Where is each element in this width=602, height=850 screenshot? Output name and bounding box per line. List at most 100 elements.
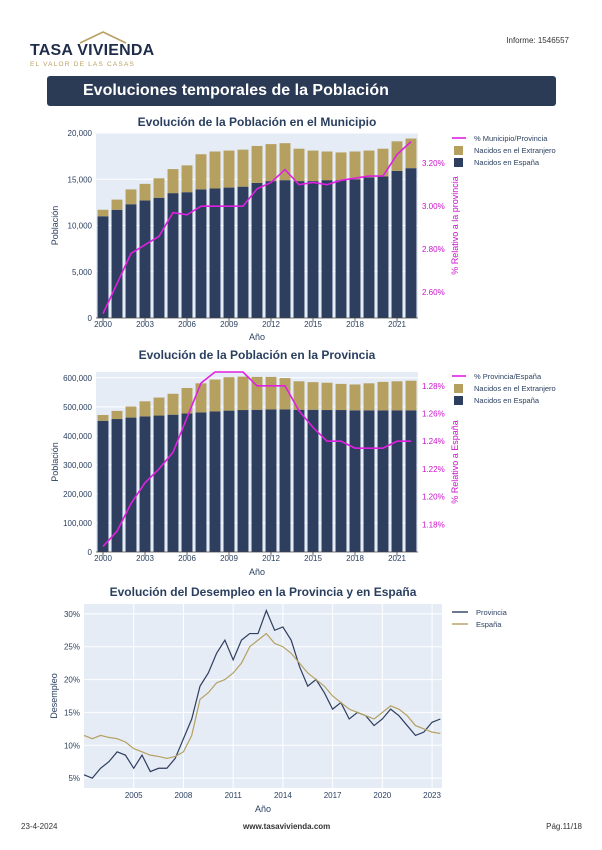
- chart2-bar-foreign: [377, 381, 389, 411]
- chart2-bar-foreign: [125, 406, 137, 418]
- chart3-ytick-label: 5%: [68, 774, 80, 783]
- footer-page-number: Pág.11/18: [546, 822, 582, 831]
- chart1-bar-foreign: [349, 151, 361, 180]
- chart2-ytick-label: 400,000: [63, 432, 92, 441]
- chart2-bar-spain: [111, 419, 123, 552]
- chart1-bar-foreign: [195, 154, 207, 190]
- chart3-xtick-label: 2005: [125, 791, 143, 800]
- chart2-bar-foreign: [209, 379, 221, 412]
- chart2-legend-foreign: Nacidos en el Extranjero: [474, 384, 556, 393]
- chart2-bar-spain: [363, 410, 375, 552]
- chart2-bar-foreign: [139, 401, 151, 417]
- chart1-y2tick-label: 3.00%: [422, 202, 445, 211]
- chart2-ylabel: Población: [50, 442, 60, 482]
- chart3-legend-espana: España: [476, 620, 502, 629]
- chart1-ytick-label: 0: [88, 314, 93, 323]
- chart2-bar-spain: [139, 416, 151, 552]
- chart2-bar-spain: [391, 410, 403, 552]
- chart2-bar-foreign: [349, 384, 361, 411]
- chart2-xtick-label: 2006: [178, 554, 196, 563]
- chart1-bar-spain: [97, 216, 109, 318]
- chart2-ytick-label: 0: [88, 548, 93, 557]
- chart2-bar-foreign: [391, 381, 403, 411]
- chart2-y2tick-label: 1.18%: [422, 520, 445, 529]
- footer-website[interactable]: www.tasavivienda.com: [243, 822, 331, 831]
- chart1-ytick-label: 10,000: [68, 222, 93, 231]
- chart3-line-espana: [83, 632, 441, 760]
- chart1-xtick-label: 2021: [388, 320, 406, 329]
- chart1-xtick-label: 2006: [178, 320, 196, 329]
- chart1-bar-foreign: [321, 151, 333, 181]
- chart2-bar-foreign: [181, 387, 193, 414]
- chart1-xtick-label: 2015: [304, 320, 322, 329]
- chart2-bar-foreign: [167, 393, 179, 415]
- chart1-bar-foreign: [265, 144, 277, 182]
- chart2-bar-spain: [279, 409, 291, 552]
- chart2-xtick-label: 2003: [136, 554, 154, 563]
- chart2-bar-spain: [405, 410, 417, 552]
- chart1-bar-spain: [363, 177, 375, 318]
- chart1-bar-foreign: [223, 150, 235, 188]
- chart2-y2label: % Relativo a España: [450, 420, 460, 504]
- section-banner: Evoluciones temporales de la Población: [47, 76, 556, 106]
- chart2-ytick-label: 500,000: [63, 403, 92, 412]
- chart2-bar-foreign: [279, 378, 291, 410]
- chart2-bar-foreign: [335, 383, 347, 411]
- chart2-ytick-label: 600,000: [63, 374, 92, 383]
- chart2-bar-spain: [153, 415, 165, 552]
- chart1-bar-spain: [279, 180, 291, 318]
- chart1-bar-spain: [237, 186, 249, 318]
- chart1-xtick-label: 2018: [346, 320, 364, 329]
- chart2-bar-spain: [349, 410, 361, 552]
- chart3-xtick-label: 2011: [225, 791, 243, 800]
- chart1-legend-pct: % Municipio/Provincia: [474, 134, 548, 143]
- chart1-legend-spain-swatch: [454, 158, 463, 167]
- chart3-xtick-label: 2017: [324, 791, 342, 800]
- chart2-y2tick-label: 1.20%: [422, 493, 445, 502]
- chart2-bar-spain: [377, 410, 389, 552]
- chart2-bar-foreign: [153, 397, 165, 416]
- chart2-bar-spain: [265, 409, 277, 552]
- chart2-bar-spain: [125, 417, 137, 552]
- chart1-bar-foreign: [97, 209, 109, 217]
- chart3-ytick-label: 10%: [64, 741, 80, 750]
- brand-tagline: EL VALOR DE LAS CASAS: [30, 61, 136, 68]
- chart1-bar-foreign: [279, 143, 291, 181]
- chart1-bar-foreign: [405, 138, 417, 169]
- chart2-bar-spain: [223, 410, 235, 552]
- chart1-ytick-label: 15,000: [68, 175, 93, 184]
- chart1-bar-spain: [167, 193, 179, 318]
- chart2-xtick-label: 2018: [346, 554, 364, 563]
- chart2-bar-foreign: [223, 377, 235, 411]
- chart3-legend-provincia: Provincia: [476, 608, 508, 617]
- chart1-y2label: % Relativo a la provincia: [450, 176, 460, 275]
- chart1-bar-foreign: [125, 189, 137, 205]
- chart1-bar-spain: [251, 182, 263, 318]
- chart1-bar-foreign: [111, 199, 123, 210]
- chart1-ytick-label: 5,000: [72, 268, 93, 277]
- chart1-legend-foreign: Nacidos en el Extranjero: [474, 146, 556, 155]
- chart2-y2tick-label: 1.24%: [422, 437, 445, 446]
- chart2-y2tick-label: 1.28%: [422, 382, 445, 391]
- section-title: Evoluciones temporales de la Población: [83, 82, 389, 99]
- chart2-bar-foreign: [265, 376, 277, 410]
- chart2-xtick-label: 2000: [94, 554, 112, 563]
- chart2-bar-foreign: [363, 383, 375, 411]
- chart1-y2tick-label: 3.20%: [422, 159, 445, 168]
- chart2-bar-spain: [167, 414, 179, 552]
- chart1-bar-spain: [195, 189, 207, 318]
- chart2-bar-foreign: [307, 382, 319, 410]
- chart1-pct-line: [102, 141, 412, 315]
- chart2-xlabel: Año: [249, 567, 265, 577]
- chart3-plot-area: [84, 604, 442, 788]
- chart1-bar-spain: [321, 180, 333, 318]
- chart2-bar-spain: [181, 413, 193, 552]
- chart2-y2tick-label: 1.26%: [422, 410, 445, 419]
- chart1-bar-foreign: [167, 169, 179, 194]
- chart2-xtick-label: 2021: [388, 554, 406, 563]
- chart1-legend-foreign-swatch: [454, 146, 463, 155]
- chart2-legend-pct: % Provincia/España: [474, 372, 542, 381]
- chart1-bar-foreign: [209, 151, 221, 189]
- chart1-bar-foreign: [377, 148, 389, 177]
- chart1-bar-spain: [307, 181, 319, 318]
